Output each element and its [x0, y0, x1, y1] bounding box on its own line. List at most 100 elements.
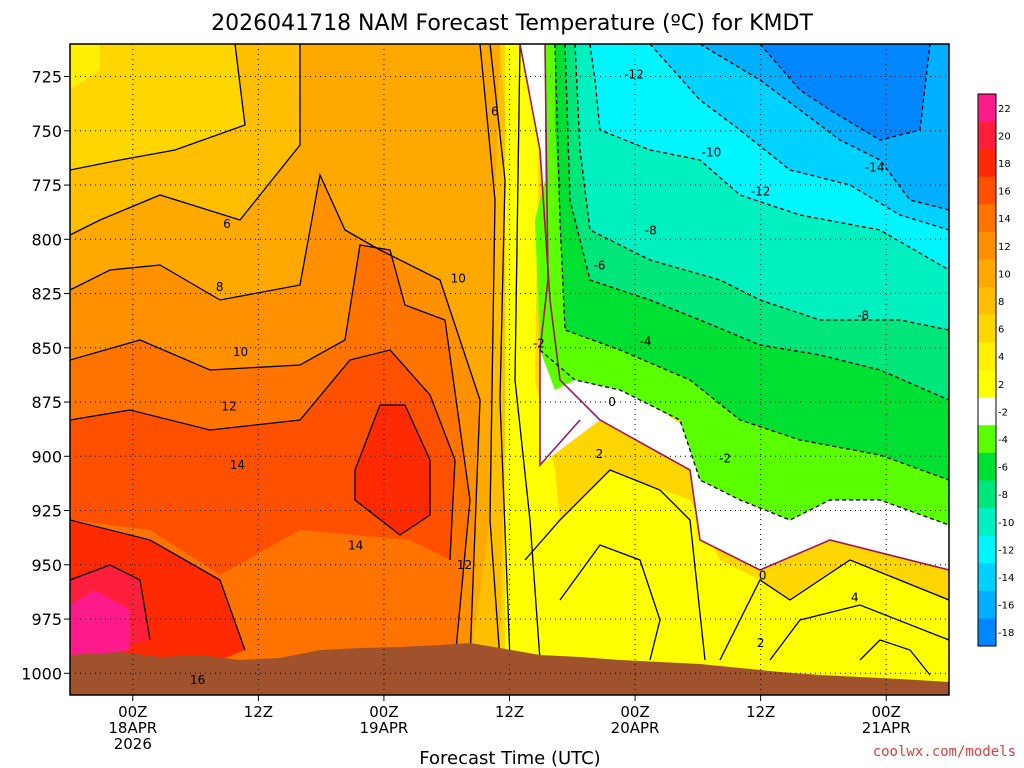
colorbar-swatch: [978, 259, 996, 288]
contour-label: -8: [645, 224, 657, 238]
colorbar-swatch: [978, 370, 996, 399]
colorbar-label: -14: [998, 573, 1014, 584]
band-14-16: [70, 350, 455, 575]
y-tick-label: 875: [31, 393, 62, 412]
contour-positive: [70, 44, 246, 171]
colorbar-swatch: [978, 508, 996, 537]
y-tick-label: 950: [31, 556, 62, 575]
y-tick-label: 750: [31, 122, 62, 141]
x-tick-label: 19APR: [360, 719, 409, 737]
contour-label: 6: [223, 217, 231, 231]
colorbar-swatch: [978, 452, 996, 481]
y-tick-label: 975: [31, 610, 62, 629]
colorbar: 22 20 18 16 14 12 10 8 6 4 2 -2 -4 -6 -8 -10 -12 -14 -16 -1…: [977, 93, 1014, 647]
colorbar-swatch: [978, 397, 996, 426]
contour-positive: [719, 559, 949, 661]
contour-label: 0: [608, 395, 616, 409]
contour-label: 6: [491, 104, 499, 118]
x-tick-label: 21APR: [862, 719, 911, 737]
contour-label: 14: [230, 458, 245, 472]
colorbar-label: -6: [998, 463, 1008, 474]
colorbar-label: 18: [998, 159, 1011, 170]
y-tick-label: 1000: [21, 664, 62, 683]
contour-positive: [479, 44, 501, 661]
colorbar-label: 22: [998, 104, 1011, 115]
x-tick-label: 20APR: [611, 719, 660, 737]
temperature-fill: [70, 44, 949, 695]
y-tick-label: 925: [31, 502, 62, 521]
colorbar-swatch: [978, 425, 996, 454]
colorbar-swatch: [978, 287, 996, 316]
contour-negative: [589, 44, 949, 271]
contour-positive: [70, 44, 301, 236]
colorbar-label: 12: [998, 242, 1011, 253]
contour-label: 2: [757, 636, 765, 650]
y-tick-label: 850: [31, 339, 62, 358]
colorbar-label: -4: [998, 435, 1008, 446]
colorbar-swatch: [978, 204, 996, 233]
colorbar-label: -18: [998, 628, 1014, 639]
colorbar-frame: [977, 93, 997, 647]
colorbar-swatch: [978, 590, 996, 619]
y-tick-label: 900: [31, 447, 62, 466]
contour-label: 14: [348, 538, 363, 552]
chart-title: 2026041718 NAM Forecast Temperature (ºC)…: [211, 11, 813, 36]
contour-labels: 6 6 8 10 10 12 14 14 12 16 -12 -10 -12 -14 -8 -6 -4 -2 -8 0…: [190, 67, 884, 686]
colorbar-swatch: [978, 314, 996, 343]
contour-label: 2: [596, 447, 604, 461]
contour-positive: [70, 244, 471, 661]
contour-positive: [70, 519, 246, 651]
x-tick-label: 12Z: [495, 703, 524, 721]
colorbar-label: -12: [998, 545, 1014, 556]
colorbar-label: -16: [998, 601, 1014, 612]
x-tick-label: 18APR: [108, 719, 157, 737]
contour-label: 4: [851, 590, 859, 604]
grid: [70, 44, 949, 695]
contour-negative: [564, 44, 949, 401]
contour-label: 12: [457, 558, 472, 572]
contour-label: 12: [221, 399, 236, 413]
band-2-0: [505, 44, 949, 695]
contour-label: -2: [533, 336, 545, 350]
contour-label: 10: [451, 271, 466, 285]
contour-positive: [859, 639, 931, 676]
contour-positive: [70, 564, 151, 641]
colorbar-swatch: [978, 480, 996, 509]
contour-positive: [505, 44, 541, 661]
x-tick-label: 2026: [114, 735, 152, 753]
y-tick-label: 800: [31, 230, 62, 249]
colorbar-swatch: [978, 176, 996, 205]
colorbar-swatch: [978, 342, 996, 371]
colorbar-swatch: [978, 121, 996, 150]
x-tick-label: 00Z: [872, 703, 901, 721]
x-tick-label: 12Z: [746, 703, 775, 721]
y-tick-label: 825: [31, 285, 62, 304]
contour-label: 8: [216, 280, 224, 294]
contour-negative: [649, 44, 949, 231]
contour-label: 16: [190, 673, 205, 687]
contour-label: -8: [857, 308, 869, 322]
contour-positive: [70, 349, 456, 561]
credit-text: coolwx.com/models: [873, 744, 1016, 760]
contour-label: -6: [594, 258, 606, 272]
colorbar-label: 14: [998, 214, 1011, 225]
band-le-4: [70, 44, 100, 90]
contour-label: -10: [702, 146, 722, 160]
contour-positive: [489, 44, 511, 661]
contour-negative: [554, 44, 949, 481]
x-tick-label: 00Z: [118, 703, 147, 721]
colorbar-swatch: [978, 563, 996, 592]
contour-positive: [769, 604, 949, 661]
contour-label: -12: [751, 185, 771, 199]
colorbar-label: 16: [998, 187, 1011, 198]
contour-label: -4: [640, 334, 652, 348]
colorbar-label: 6: [998, 325, 1004, 336]
colorbar-label: 2: [998, 380, 1004, 391]
contour-negative: [759, 44, 931, 141]
contour-positive: [70, 172, 481, 661]
x-tick-label: 12Z: [244, 703, 273, 721]
colorbar-label: -8: [998, 490, 1008, 501]
contour-label: -12: [624, 67, 644, 81]
contour-label: -14: [865, 161, 885, 175]
